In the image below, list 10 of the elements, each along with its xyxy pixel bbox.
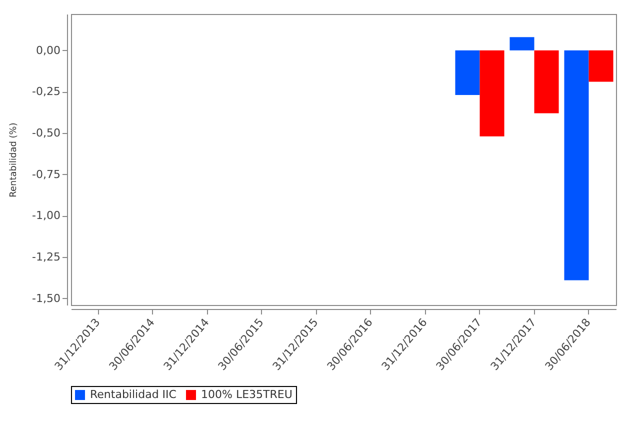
y-tick-label: -1,00	[32, 209, 60, 222]
y-tick-label: -1,25	[32, 250, 60, 264]
legend-label: 100% LE35TREU	[201, 388, 292, 401]
y-tick-label: -0,75	[32, 168, 60, 181]
y-tick-label: -1,50	[32, 292, 60, 305]
y-tick-label: -0,50	[32, 126, 60, 140]
legend-label: Rentabilidad IIC	[90, 388, 177, 401]
y-axis-title: Rentabilidad (%)	[9, 122, 20, 198]
y-tick-label: 0,00	[36, 44, 60, 57]
y-tick-label: -0,25	[32, 85, 60, 98]
